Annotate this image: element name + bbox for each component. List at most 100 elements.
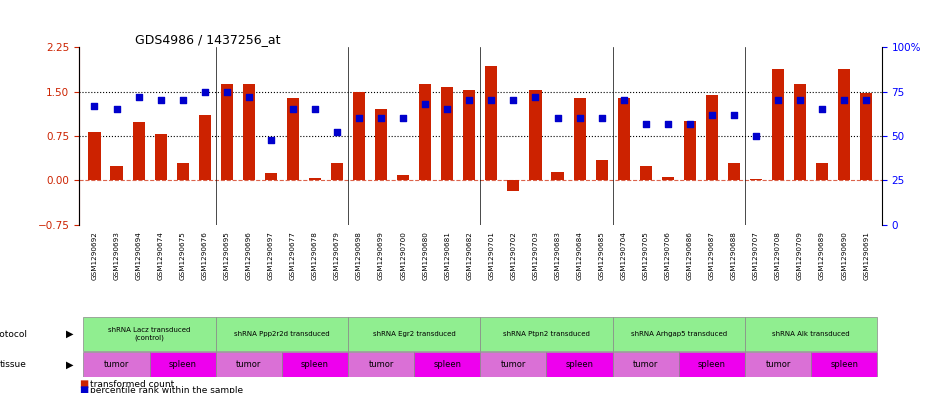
Bar [772, 69, 784, 180]
Text: shRNA Alk transduced: shRNA Alk transduced [772, 331, 850, 337]
Point [329, 129, 344, 136]
Text: ■: ■ [79, 385, 88, 393]
Bar [551, 172, 564, 180]
FancyBboxPatch shape [84, 317, 216, 351]
Point [440, 106, 455, 112]
Point [771, 97, 786, 104]
Text: tumor: tumor [765, 360, 790, 369]
Text: GDS4986 / 1437256_at: GDS4986 / 1437256_at [135, 33, 281, 46]
FancyBboxPatch shape [613, 317, 745, 351]
Point [352, 115, 366, 121]
FancyBboxPatch shape [216, 353, 282, 377]
Bar [265, 173, 277, 180]
Point [286, 106, 300, 112]
Point [858, 97, 873, 104]
Bar [88, 132, 100, 180]
Text: ▶: ▶ [66, 360, 73, 369]
Bar [529, 90, 541, 180]
Bar [750, 179, 762, 180]
FancyBboxPatch shape [282, 353, 348, 377]
Bar [860, 93, 872, 180]
FancyBboxPatch shape [414, 353, 480, 377]
Text: spleen: spleen [830, 360, 858, 369]
FancyBboxPatch shape [348, 317, 480, 351]
Text: shRNA Arhgap5 transduced: shRNA Arhgap5 transduced [631, 331, 727, 337]
Text: shRNA Lacz transduced
(control): shRNA Lacz transduced (control) [109, 327, 191, 341]
FancyBboxPatch shape [679, 353, 745, 377]
Point [506, 97, 521, 104]
Point [837, 97, 852, 104]
Bar [177, 163, 189, 180]
Point [308, 106, 323, 112]
Text: shRNA Ppp2r2d transduced: shRNA Ppp2r2d transduced [234, 331, 330, 337]
FancyBboxPatch shape [745, 353, 811, 377]
Point [815, 106, 830, 112]
Bar [684, 121, 696, 180]
FancyBboxPatch shape [480, 353, 547, 377]
Bar [286, 97, 299, 180]
Bar [353, 92, 365, 180]
Point [726, 112, 741, 118]
FancyBboxPatch shape [745, 317, 877, 351]
Text: ▶: ▶ [66, 329, 73, 339]
FancyBboxPatch shape [811, 353, 877, 377]
Point [418, 101, 432, 107]
Text: shRNA Egr2 transduced: shRNA Egr2 transduced [373, 331, 456, 337]
Point [242, 94, 257, 100]
Point [87, 103, 102, 109]
Text: spleen: spleen [301, 360, 329, 369]
Point [528, 94, 543, 100]
Bar [375, 109, 387, 180]
Point [550, 115, 565, 121]
Text: tissue: tissue [0, 360, 27, 369]
Point [484, 97, 498, 104]
Bar [331, 163, 343, 180]
Point [683, 120, 698, 127]
Text: tumor: tumor [368, 360, 393, 369]
FancyBboxPatch shape [150, 353, 216, 377]
Bar [706, 95, 718, 180]
FancyBboxPatch shape [216, 317, 348, 351]
Bar [463, 90, 475, 180]
Point [197, 88, 212, 95]
Point [749, 133, 764, 139]
Bar [243, 84, 255, 180]
Text: spleen: spleen [698, 360, 725, 369]
Text: spleen: spleen [565, 360, 593, 369]
Bar [132, 122, 145, 180]
Bar [154, 134, 166, 180]
Point [396, 115, 411, 121]
Bar [838, 69, 850, 180]
Text: tumor: tumor [236, 360, 261, 369]
Text: spleen: spleen [433, 360, 461, 369]
Bar [220, 84, 232, 180]
Point [263, 136, 278, 143]
Bar [309, 178, 321, 180]
Point [617, 97, 631, 104]
FancyBboxPatch shape [84, 353, 150, 377]
FancyBboxPatch shape [348, 353, 414, 377]
Point [704, 112, 719, 118]
Bar [794, 84, 806, 180]
Text: spleen: spleen [168, 360, 196, 369]
Text: tumor: tumor [633, 360, 658, 369]
Bar [508, 180, 520, 191]
Point [219, 88, 234, 95]
Point [572, 115, 587, 121]
Text: shRNA Ptpn2 transduced: shRNA Ptpn2 transduced [503, 331, 590, 337]
Point [462, 97, 477, 104]
Bar [618, 97, 630, 180]
Bar [595, 160, 607, 180]
Point [131, 94, 146, 100]
Point [792, 97, 807, 104]
Point [374, 115, 389, 121]
Bar [419, 84, 432, 180]
Bar [574, 97, 586, 180]
FancyBboxPatch shape [547, 353, 613, 377]
Point [638, 120, 653, 127]
Text: ■: ■ [79, 379, 88, 389]
Bar [199, 115, 211, 180]
FancyBboxPatch shape [480, 317, 613, 351]
Point [153, 97, 168, 104]
Bar [816, 163, 829, 180]
